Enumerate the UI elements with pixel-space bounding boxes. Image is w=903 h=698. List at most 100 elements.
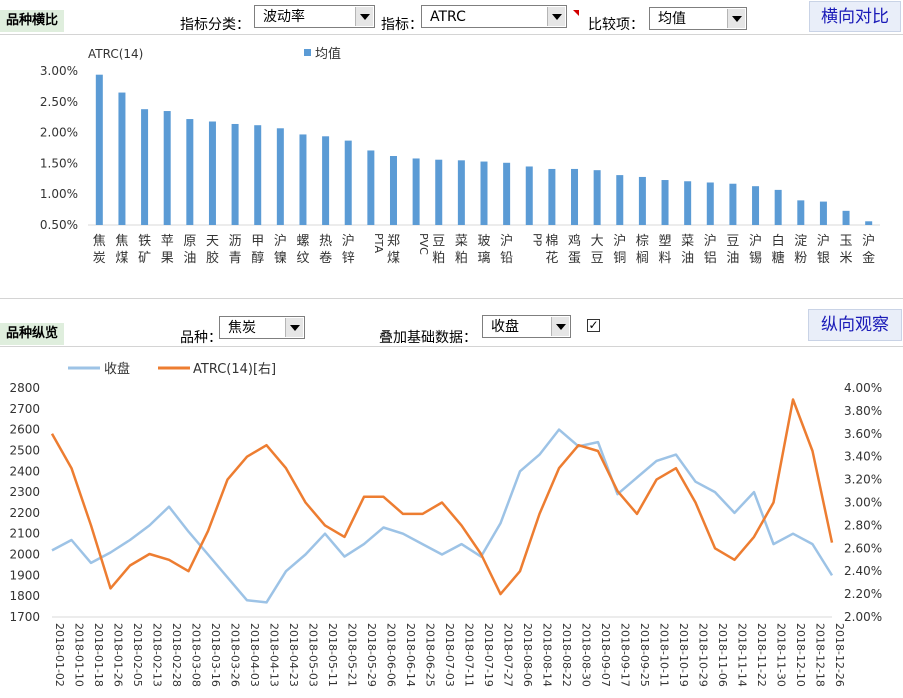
x-tick-label: 焦 xyxy=(93,234,106,249)
x-tick-label: 2018-11-30 xyxy=(775,623,788,687)
chevron-down-icon[interactable] xyxy=(285,318,303,337)
x-tick-label: 沪 xyxy=(817,233,830,249)
y-tick-label: 1700 xyxy=(9,610,40,624)
x-tick-label: 粕 xyxy=(432,251,445,266)
compare-select[interactable]: 均值 xyxy=(649,7,747,30)
chevron-down-icon[interactable] xyxy=(551,317,569,336)
x-tick-label: 沪 xyxy=(500,233,513,249)
x-tick-label: 沥 xyxy=(229,234,242,249)
x-tick-label: 鸡 xyxy=(568,233,581,249)
bar xyxy=(661,180,669,225)
overlay-select[interactable]: 收盘 xyxy=(482,315,571,338)
y2-tick-label: 2.00% xyxy=(844,610,882,624)
x-tick-label: 玉 xyxy=(840,234,853,249)
chevron-down-icon[interactable] xyxy=(727,9,745,28)
x-tick-label: 2018-02-05 xyxy=(131,623,144,687)
x-tick-label: 醇 xyxy=(251,250,264,266)
bar xyxy=(616,175,624,225)
chevron-down-icon[interactable] xyxy=(355,7,373,26)
bar xyxy=(276,128,284,225)
bar xyxy=(684,181,692,225)
x-tick-label: 2018-05-11 xyxy=(326,623,339,687)
bar xyxy=(141,109,149,225)
variety-label: 品种： xyxy=(180,330,222,346)
vertical-observe-button[interactable]: 纵向观察 xyxy=(808,309,902,341)
bar xyxy=(254,125,262,225)
x-tick-label: 2018-09-25 xyxy=(638,623,651,687)
x-tick-label: 金 xyxy=(862,250,875,266)
x-tick-label: 天 xyxy=(206,234,219,249)
bar-chart: ATRC(14) 均值 0.50% 1.00% 1.50% 2.00% 2.50% 3.00%… xyxy=(40,46,880,266)
y-axis-title: ATRC(14) xyxy=(88,47,143,61)
x-tick-label: 2018-03-16 xyxy=(209,623,222,687)
x-tick-label: 2018-07-27 xyxy=(502,623,515,687)
indicator-value: ATRC xyxy=(430,9,466,25)
x-tick-label: 菜 xyxy=(681,234,694,249)
x-tick-label: 2018-01-02 xyxy=(53,623,66,687)
x-tick-label: 淀 xyxy=(794,234,807,249)
compare-label: 比较项： xyxy=(588,17,644,33)
x-tick-label: 沪 xyxy=(613,233,626,249)
bar xyxy=(525,166,533,225)
x-tick-label: 2018-07-11 xyxy=(463,623,476,687)
category-select[interactable]: 波动率 xyxy=(254,5,375,28)
x-tick-label: 2018-05-29 xyxy=(365,623,378,687)
x-tick-label: 2018-12-10 xyxy=(794,623,807,687)
divider xyxy=(0,298,903,299)
x-tick-label: 2018-03-26 xyxy=(229,623,242,687)
x-tick-label: 2018-03-08 xyxy=(190,623,203,687)
legend-label: 收盘 xyxy=(104,361,130,377)
bar xyxy=(480,161,488,225)
x-tick-label: 沪 xyxy=(704,233,717,249)
x-tick-label: 蛋 xyxy=(568,251,581,266)
bar xyxy=(344,140,352,225)
x-tick-label: 镍 xyxy=(274,251,287,266)
section-title-vertical: 品种纵览 xyxy=(0,323,65,345)
x-tick-label: 2018-08-06 xyxy=(521,623,534,687)
bar xyxy=(163,111,171,225)
x-tick-label: 沪 xyxy=(749,233,762,249)
x-tick-label: 铝 xyxy=(704,251,717,266)
x-tick-label: 郑 xyxy=(387,234,400,249)
horizontal-compare-button[interactable]: 横向对比 xyxy=(809,1,901,32)
x-tick-label: 沪 xyxy=(274,233,287,249)
y-tick-label: 0.50% xyxy=(40,218,78,232)
x-tick-label: 原 xyxy=(183,234,196,249)
indicator-select[interactable]: ATRC xyxy=(421,5,567,28)
bar xyxy=(706,182,714,225)
x-tick-label: 2018-07-19 xyxy=(482,623,495,687)
x-tick-label: 银 xyxy=(817,251,830,266)
x-tick-label: 2018-09-07 xyxy=(599,623,612,687)
x-tick-label: 2018-01-10 xyxy=(73,623,86,687)
x-tick-label: 粉 xyxy=(794,251,807,266)
y-tick-label: 1.00% xyxy=(40,187,78,201)
chevron-down-icon[interactable] xyxy=(547,7,565,26)
x-tick-label: 棕 xyxy=(636,234,649,249)
x-tick-label: 2018-10-29 xyxy=(697,623,710,687)
x-tick-label: 料 xyxy=(659,251,672,266)
x-tick-label: 油 xyxy=(183,251,196,266)
bar xyxy=(389,156,397,225)
bar xyxy=(752,186,760,225)
bar xyxy=(571,168,579,225)
divider xyxy=(0,34,903,35)
y-tick-label: 2600 xyxy=(9,423,40,437)
overlay-checkbox[interactable]: ✓ xyxy=(587,318,600,332)
x-tick-label: 纹 xyxy=(296,251,309,266)
y2-tick-label: 3.20% xyxy=(844,473,882,487)
variety-select[interactable]: 焦炭 xyxy=(219,316,305,339)
x-tick-label: 2018-04-03 xyxy=(248,623,261,687)
x-tick-label: 2018-04-13 xyxy=(268,623,281,687)
x-tick-label: 2018-11-06 xyxy=(716,623,729,687)
x-tick-label: 豆 xyxy=(432,234,445,249)
x-tick-label: 油 xyxy=(681,251,694,266)
x-tick-label: 铁 xyxy=(138,234,151,249)
compare-value: 均值 xyxy=(658,11,686,27)
bar xyxy=(299,134,307,225)
y-tick-label: 2400 xyxy=(9,464,40,478)
category-value: 波动率 xyxy=(263,9,305,25)
bar xyxy=(412,158,420,225)
bar xyxy=(457,160,465,225)
x-tick-label: 大 xyxy=(591,234,604,249)
y-tick-label: 2.50% xyxy=(40,95,78,109)
